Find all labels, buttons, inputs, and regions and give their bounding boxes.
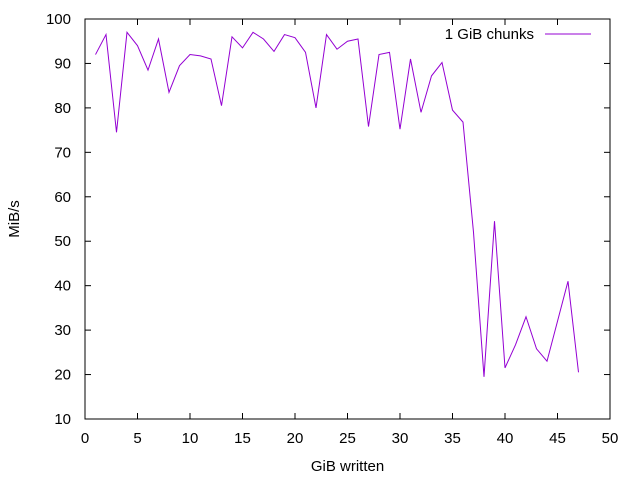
legend: 1 GiB chunks [445,26,591,43]
x-tick-label: 40 [497,430,514,447]
y-tick-label: 80 [54,100,71,117]
x-tick-label: 0 [81,430,89,447]
y-tick-label: 30 [54,322,71,339]
x-tick-label: 25 [339,430,356,447]
y-tick-label: 20 [54,367,71,384]
plot-frame [84,18,611,420]
x-tick-label: 30 [392,430,409,447]
series-line [95,31,579,377]
y-tick-label: 100 [46,11,71,28]
y-axis-label: MiB/s [6,200,23,238]
y-tick-label: 10 [54,411,71,428]
y-tick-label: 50 [54,233,71,250]
series-layer [95,31,579,377]
y-tick-label: 90 [54,55,71,72]
y-tick-label: 60 [54,189,71,206]
y-tick-label: 70 [54,144,71,161]
legend-label: 1 GiB chunks [445,26,534,43]
x-tick-label: 15 [234,430,251,447]
x-tick-label: 45 [549,430,566,447]
x-tick-label: 20 [287,430,304,447]
ticks-layer [84,18,611,420]
x-tick-label: 35 [444,430,461,447]
x-tick-label: 5 [133,430,141,447]
x-tick-label: 50 [602,430,619,447]
tick-label-layer: 0 5 10 15 20 25 30 35 40 45 50 10 20 30 40 50 60 70 80 90 10… [46,11,618,447]
x-axis-label: GiB written [311,458,384,475]
x-tick-label: 10 [182,430,199,447]
y-tick-label: 40 [54,278,71,295]
